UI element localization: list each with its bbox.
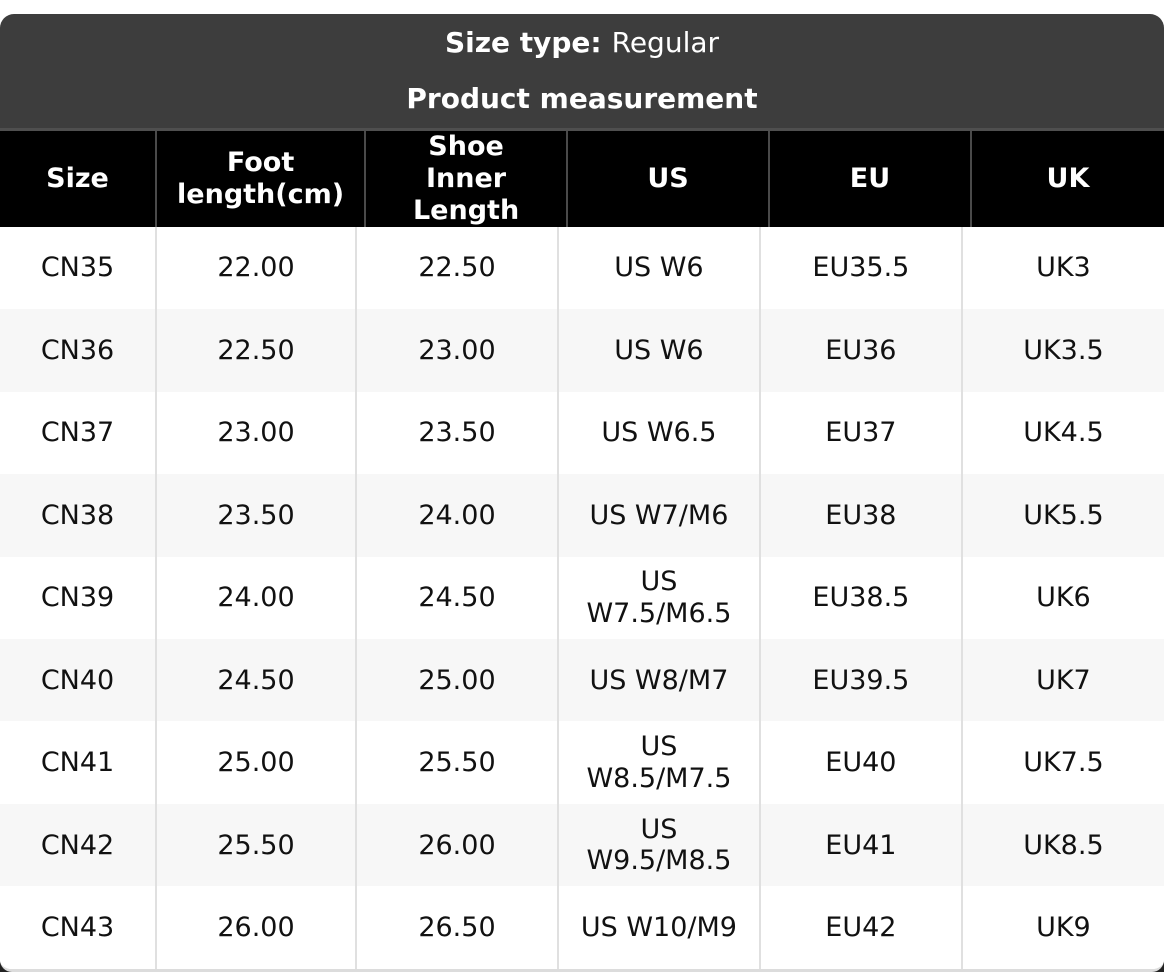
table-cell: EU42 [758,886,961,969]
table-cell: EU37 [758,391,961,475]
table-cell: US W8/M7 [556,639,759,722]
table-row: CN42 25.50 26.00 US W9.5/M8.5 EU41 UK8.5 [0,803,1164,887]
table-row: CN39 24.00 24.50 US W7.5/M6.5 EU38.5 UK6 [0,556,1164,639]
table-cell: 23.00 [355,309,557,392]
size-type-line: Size type: Regular [445,29,719,57]
column-header-size: Size [46,162,109,194]
table-cell: US W8.5/M7.5 [556,721,759,804]
table-cell: CN39 [40,582,115,614]
column-header-us: US [566,131,768,227]
table-cell: EU38.5 [758,556,961,639]
table-cell: 23.00 [155,391,355,475]
table-cell: CN42 [40,829,115,861]
table-cell: 25.50 [155,803,355,887]
table-cell: 26.50 [355,886,557,969]
table-row: CN43 26.00 26.50 US W10/M9 EU42 UK9 [0,886,1164,969]
table-body: CN35 22.00 22.50 US W6 EU35.5 UK3 CN36 2… [0,226,1164,969]
table-cell: EU38 [758,474,961,557]
table-cell: UK3 [960,226,1164,310]
table-cell: 26.00 [155,886,355,969]
table-cell: US W6.5 [556,391,759,475]
size-type-value: Regular [611,26,720,59]
table-cell: EU36 [758,309,961,392]
size-type-label: Size type: [444,26,602,59]
column-header-shoe-inner-length: Shoe Inner Length [364,131,566,227]
table-cell: 23.50 [155,474,355,557]
table-cell: 25.00 [155,721,355,804]
size-chart-header: Size type: Regular Product measurement [0,14,1164,128]
table-cell: 24.00 [355,474,557,557]
table-cell: UK9 [960,886,1164,969]
column-header-uk: UK [969,131,1164,227]
table-row: CN35 22.00 22.50 US W6 EU35.5 UK3 [0,226,1164,310]
size-chart-card: Size type: Regular Product measurement S… [0,14,1164,972]
column-header-eu: EU [768,131,970,227]
table-cell: CN40 [40,664,115,696]
table-header-row: Size Foot length(cm) Shoe Inner Length U… [0,128,1164,227]
table-cell: UK4.5 [960,391,1164,475]
table-cell: 23.50 [355,391,557,475]
table-cell: US W9.5/M8.5 [556,803,759,887]
table-cell: UK8.5 [960,803,1164,887]
table-cell: US W7/M6 [556,474,759,557]
table-cell: EU39.5 [758,639,961,722]
table-cell: UK7 [960,639,1164,722]
table-cell: 22.50 [155,309,355,392]
table-cell: UK6 [960,556,1164,639]
table-row: CN40 24.50 25.00 US W8/M7 EU39.5 UK7 [0,639,1164,722]
table-cell: 22.00 [155,226,355,310]
table-cell: US W7.5/M6.5 [556,556,759,639]
column-header-foot-length: Foot length(cm) [155,131,364,227]
table-cell: US W10/M9 [556,886,759,969]
table-row: CN37 23.00 23.50 US W6.5 EU37 UK4.5 [0,391,1164,475]
table-cell: CN37 [40,417,115,449]
table-row: CN36 22.50 23.00 US W6 EU36 UK3.5 [0,309,1164,392]
table-cell: EU40 [758,721,961,804]
table-cell: CN41 [40,747,115,779]
table-cell: 25.00 [355,639,557,722]
table-cell: 24.50 [155,639,355,722]
table-cell: 22.50 [355,226,557,310]
product-measurement-title: Product measurement [406,82,758,115]
table-cell: UK3.5 [960,309,1164,392]
table-cell: CN38 [40,499,115,531]
table-cell: 25.50 [355,721,557,804]
table-cell: EU35.5 [758,226,961,310]
table-cell: US W6 [556,309,759,392]
table-row: CN38 23.50 24.00 US W7/M6 EU38 UK5.5 [0,474,1164,557]
table-cell: 24.50 [355,556,557,639]
table-cell: CN43 [40,912,115,944]
table-cell: CN36 [40,334,115,366]
table-row: CN41 25.00 25.50 US W8.5/M7.5 EU40 UK7.5 [0,721,1164,804]
table-cell: US W6 [556,226,759,310]
table-cell: EU41 [758,803,961,887]
table-cell: 24.00 [155,556,355,639]
table-cell: UK5.5 [960,474,1164,557]
table-cell: UK7.5 [960,721,1164,804]
table-cell: CN35 [40,252,115,284]
table-cell: 26.00 [355,803,557,887]
